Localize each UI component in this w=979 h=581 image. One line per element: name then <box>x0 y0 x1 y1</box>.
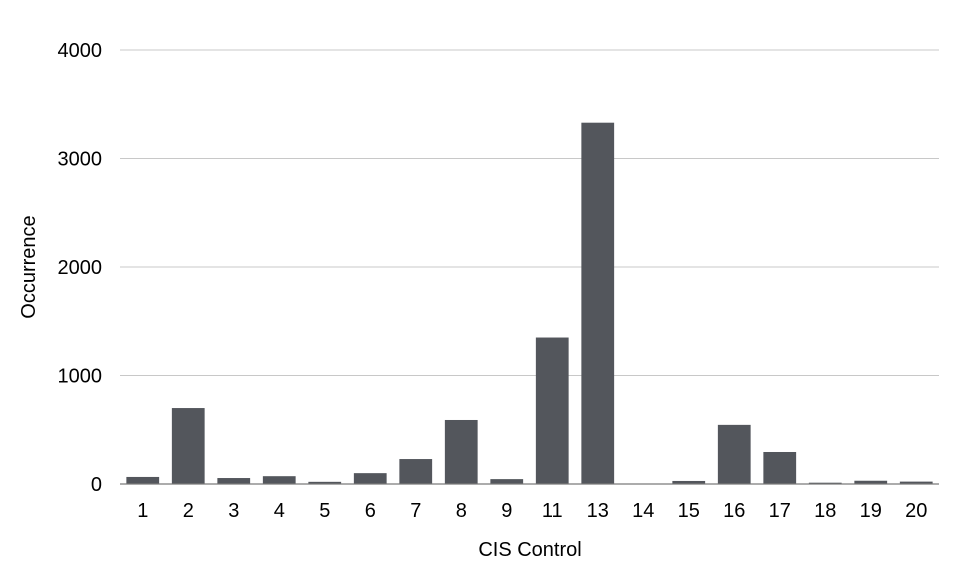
x-tick-label: 15 <box>678 500 700 522</box>
y-tick-label: 2000 <box>58 257 103 279</box>
x-tick-label: 20 <box>905 500 927 522</box>
x-tick-label: 11 <box>542 500 563 522</box>
x-tick-label: 8 <box>456 500 467 522</box>
x-tick-labels: 1 2 3 4 5 6 7 8 9 11 13 14 15 16 17 18 19 20 <box>137 500 927 522</box>
x-tick-label: 3 <box>228 500 239 522</box>
bar-control-2 <box>172 408 205 484</box>
bar-control-6 <box>354 473 387 484</box>
x-axis-title: CIS Control <box>478 539 581 561</box>
bar-control-4 <box>263 476 296 484</box>
x-tick-label: 5 <box>319 500 330 522</box>
bars <box>126 123 932 484</box>
x-tick-label: 16 <box>723 500 745 522</box>
y-tick-labels: 0 1000 2000 3000 4000 <box>58 40 103 496</box>
x-tick-label: 19 <box>860 500 882 522</box>
y-tick-label: 1000 <box>58 366 103 388</box>
y-axis-title: Occurrence <box>18 215 40 318</box>
x-tick-label: 18 <box>814 500 836 522</box>
bar-control-13 <box>581 123 614 484</box>
bar-control-16 <box>718 425 751 484</box>
bar-control-9 <box>490 479 523 484</box>
bar-control-7 <box>399 459 432 484</box>
x-tick-label: 4 <box>274 500 285 522</box>
y-tick-label: 0 <box>91 474 102 496</box>
bar-control-8 <box>445 420 478 484</box>
x-tick-label: 6 <box>365 500 376 522</box>
x-tick-label: 9 <box>501 500 512 522</box>
bar-control-1 <box>126 477 159 484</box>
x-tick-label: 1 <box>137 500 148 522</box>
x-tick-label: 2 <box>183 500 194 522</box>
x-tick-label: 7 <box>410 500 421 522</box>
gridlines <box>120 50 939 376</box>
x-tick-label: 13 <box>587 500 609 522</box>
x-tick-label: 17 <box>769 500 791 522</box>
bar-control-11 <box>536 338 569 484</box>
y-tick-label: 3000 <box>58 149 103 171</box>
bar-control-3 <box>217 478 250 484</box>
x-tick-label: 14 <box>632 500 654 522</box>
bar-control-17 <box>763 452 796 484</box>
y-tick-label: 4000 <box>58 40 103 62</box>
